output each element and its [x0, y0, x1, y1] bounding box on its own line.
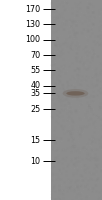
Ellipse shape	[63, 89, 88, 98]
Text: 25: 25	[30, 104, 40, 114]
Text: 130: 130	[25, 20, 40, 29]
Text: 70: 70	[30, 51, 40, 60]
Text: 10: 10	[30, 156, 40, 166]
Text: 55: 55	[30, 66, 40, 75]
Text: 15: 15	[30, 136, 40, 145]
Text: 100: 100	[25, 36, 40, 45]
Bar	[51, 0, 102, 200]
Text: 170: 170	[25, 4, 40, 14]
Text: 35: 35	[30, 89, 40, 98]
Ellipse shape	[66, 91, 85, 96]
Text: 40: 40	[30, 81, 40, 90]
